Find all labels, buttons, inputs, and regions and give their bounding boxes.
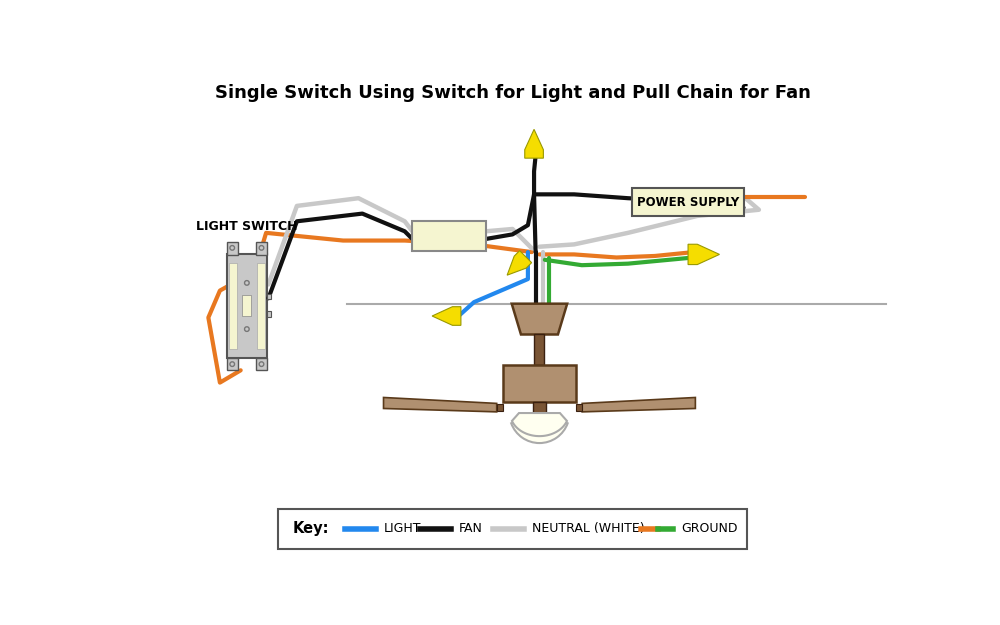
Bar bbox=[497, 404, 503, 411]
FancyBboxPatch shape bbox=[267, 311, 271, 317]
FancyBboxPatch shape bbox=[227, 254, 267, 358]
Polygon shape bbox=[688, 244, 719, 264]
FancyBboxPatch shape bbox=[278, 509, 747, 549]
Wedge shape bbox=[511, 413, 568, 443]
Text: NEUTRAL (WHITE): NEUTRAL (WHITE) bbox=[532, 522, 644, 535]
Bar bbox=[534, 334, 544, 365]
Text: LIGHT: LIGHT bbox=[384, 522, 421, 535]
Polygon shape bbox=[432, 307, 461, 326]
Bar bbox=[503, 365, 576, 403]
Text: Key:: Key: bbox=[293, 521, 330, 536]
Text: POWER SUPPLY: POWER SUPPLY bbox=[637, 196, 739, 209]
Polygon shape bbox=[512, 413, 567, 436]
FancyBboxPatch shape bbox=[229, 263, 237, 349]
FancyBboxPatch shape bbox=[412, 221, 486, 251]
Bar bbox=[576, 404, 582, 411]
Text: Single Switch Using Switch for Light and Pull Chain for Fan: Single Switch Using Switch for Light and… bbox=[215, 84, 810, 102]
Text: GROUND: GROUND bbox=[681, 522, 738, 535]
Polygon shape bbox=[512, 304, 567, 334]
FancyBboxPatch shape bbox=[256, 242, 267, 255]
FancyBboxPatch shape bbox=[227, 242, 238, 255]
Bar bbox=[533, 402, 546, 413]
Polygon shape bbox=[582, 398, 695, 412]
Polygon shape bbox=[525, 129, 543, 158]
FancyBboxPatch shape bbox=[242, 295, 251, 316]
FancyBboxPatch shape bbox=[256, 358, 267, 370]
FancyBboxPatch shape bbox=[257, 263, 265, 349]
FancyBboxPatch shape bbox=[227, 358, 238, 370]
FancyBboxPatch shape bbox=[632, 188, 744, 216]
Text: FAN: FAN bbox=[459, 522, 482, 535]
FancyBboxPatch shape bbox=[267, 294, 271, 299]
Polygon shape bbox=[384, 398, 497, 412]
Text: LIGHT SWITCH: LIGHT SWITCH bbox=[196, 220, 298, 233]
Polygon shape bbox=[507, 251, 532, 275]
